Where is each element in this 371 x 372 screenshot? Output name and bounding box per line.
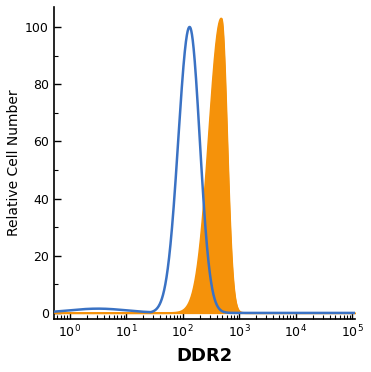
Y-axis label: Relative Cell Number: Relative Cell Number: [7, 90, 21, 236]
X-axis label: DDR2: DDR2: [177, 347, 233, 365]
